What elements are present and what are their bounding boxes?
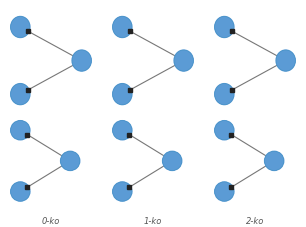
Circle shape [11,182,30,201]
Circle shape [215,182,234,201]
Circle shape [162,152,182,171]
Circle shape [215,121,234,140]
Circle shape [11,17,30,38]
Circle shape [215,17,234,38]
Circle shape [215,84,234,105]
Circle shape [11,121,30,140]
Circle shape [276,51,295,72]
Circle shape [113,17,132,38]
Circle shape [72,51,91,72]
Circle shape [11,84,30,105]
Text: 2-ko: 2-ko [246,216,264,225]
Circle shape [113,84,132,105]
Circle shape [113,182,132,201]
Circle shape [61,152,80,171]
Circle shape [265,152,284,171]
Circle shape [174,51,193,72]
Circle shape [113,121,132,140]
Text: 1-ko: 1-ko [144,216,162,225]
Text: 0-ko: 0-ko [42,216,60,225]
